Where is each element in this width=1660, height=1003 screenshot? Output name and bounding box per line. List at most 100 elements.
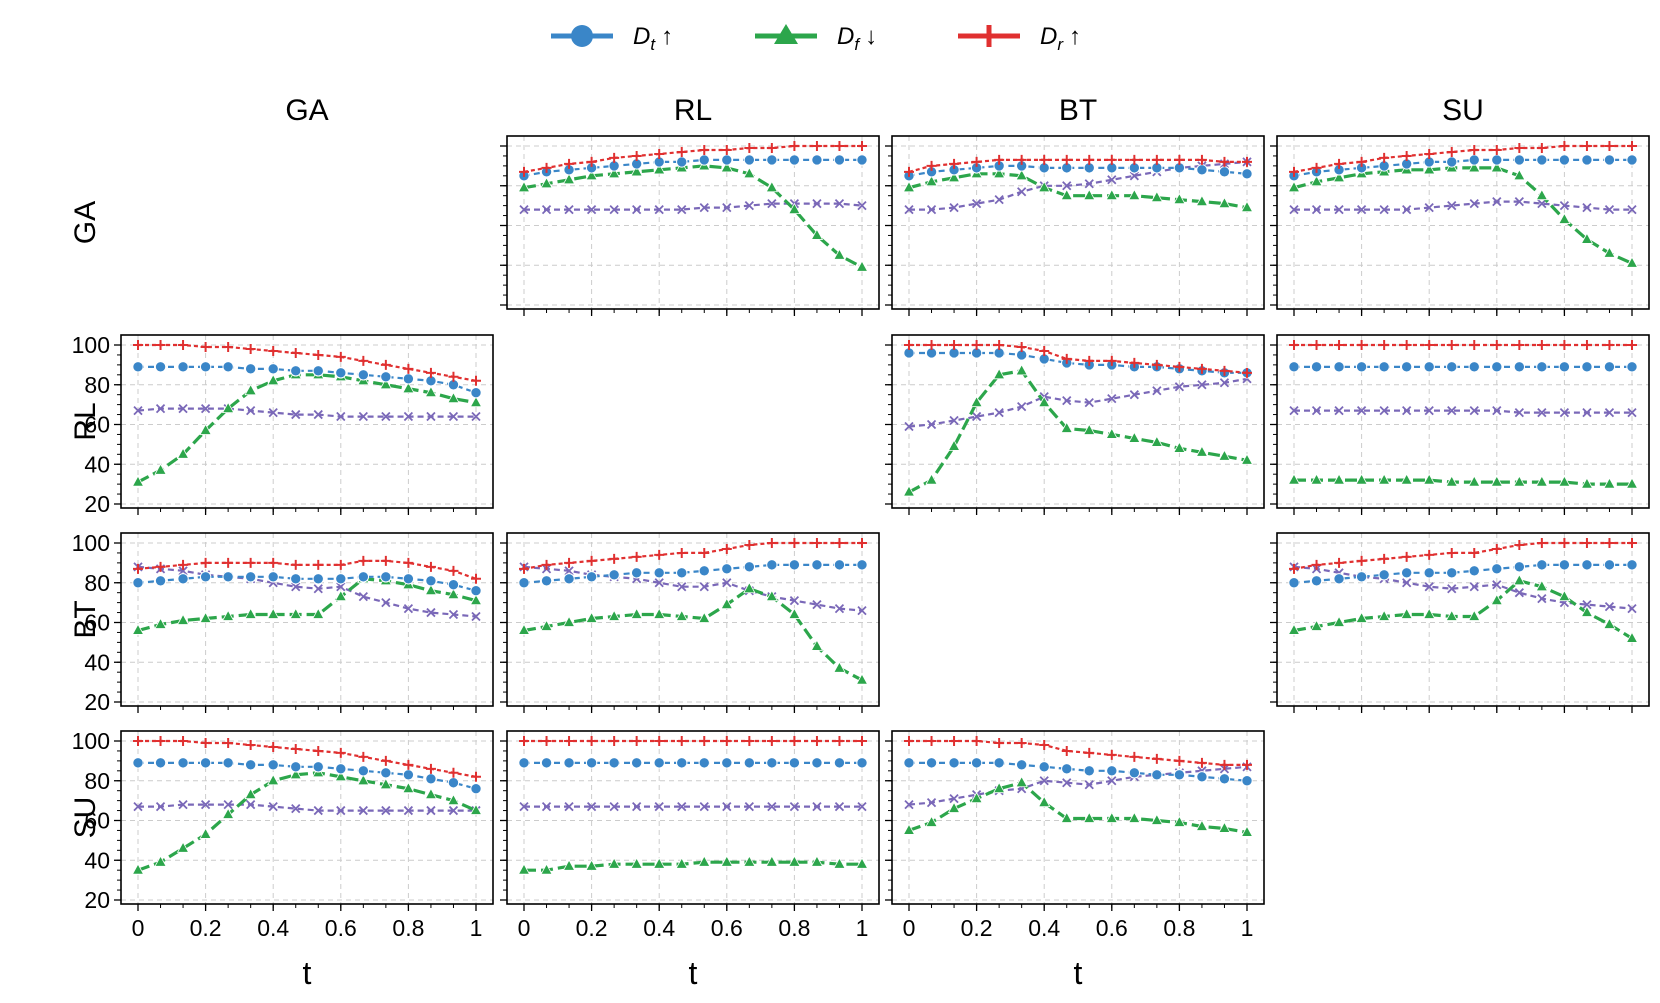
point-Dr bbox=[1174, 154, 1185, 165]
series-line-Dt bbox=[909, 351, 1247, 374]
point-Dr bbox=[1491, 144, 1502, 155]
point-Dt bbox=[357, 369, 370, 381]
point-Dr bbox=[564, 736, 575, 746]
series-Df bbox=[131, 765, 483, 875]
x-tick-label: 0.2 bbox=[576, 915, 608, 941]
point-Dt bbox=[563, 573, 575, 585]
point-Dt bbox=[1151, 769, 1163, 781]
point-Dt bbox=[540, 575, 553, 587]
point-Df bbox=[653, 857, 666, 869]
point-Dt bbox=[1446, 156, 1458, 168]
legend-label-arrow: ↑ bbox=[1069, 23, 1081, 50]
x-tick-label: 0.4 bbox=[257, 915, 289, 941]
series-line-X bbox=[909, 160, 1248, 211]
point-X bbox=[904, 204, 914, 215]
point-X bbox=[1627, 407, 1637, 418]
point-Dt bbox=[766, 559, 778, 571]
panel-ga-rl bbox=[500, 135, 880, 316]
ticks bbox=[885, 344, 1248, 515]
point-Dt bbox=[676, 757, 688, 769]
point-X bbox=[313, 805, 323, 816]
point-Dt bbox=[267, 363, 279, 375]
point-Df bbox=[540, 176, 553, 189]
point-Dt bbox=[833, 757, 846, 769]
panel-frame bbox=[120, 532, 494, 707]
point-X bbox=[1402, 578, 1412, 588]
point-Df bbox=[1218, 196, 1231, 209]
point-Dr bbox=[699, 736, 710, 746]
point-Dt bbox=[788, 154, 801, 166]
point-X bbox=[246, 799, 256, 810]
point-Df bbox=[1240, 825, 1254, 837]
point-X bbox=[1197, 380, 1207, 390]
series-Df bbox=[517, 855, 869, 875]
point-Df bbox=[630, 857, 643, 869]
point-Dr bbox=[676, 547, 687, 558]
point-Df bbox=[199, 423, 212, 435]
point-X bbox=[519, 204, 529, 215]
series-Dt bbox=[903, 347, 1253, 379]
point-Dt bbox=[312, 761, 324, 773]
point-X bbox=[1492, 580, 1502, 590]
point-Dr bbox=[178, 559, 189, 570]
point-Df bbox=[810, 855, 824, 867]
point-Df bbox=[1580, 477, 1594, 489]
point-Dr bbox=[949, 158, 960, 169]
series-X bbox=[1289, 562, 1637, 614]
point-Dt bbox=[833, 154, 846, 166]
point-Dt bbox=[470, 387, 482, 399]
point-Dt bbox=[1581, 154, 1593, 166]
point-X bbox=[426, 607, 436, 618]
ticks bbox=[1270, 344, 1633, 515]
y-tick-label: 40 bbox=[84, 847, 110, 873]
point-Dr bbox=[1424, 340, 1435, 350]
point-Dt bbox=[1288, 361, 1300, 373]
point-Dt bbox=[199, 571, 212, 583]
point-Df bbox=[1377, 473, 1391, 485]
point-Df bbox=[402, 781, 415, 794]
point-Dr bbox=[699, 144, 710, 155]
legend-label-base: D bbox=[837, 23, 854, 50]
series-line-X bbox=[1294, 200, 1632, 211]
column-label: GA bbox=[285, 94, 328, 127]
point-Dr bbox=[1604, 340, 1615, 350]
point-Df bbox=[607, 166, 621, 179]
point-Dt bbox=[177, 361, 189, 373]
point-Dr bbox=[1311, 162, 1322, 173]
point-Dt bbox=[1106, 765, 1118, 777]
column-labels: GA RL BT SU bbox=[285, 94, 1484, 127]
point-Df bbox=[1445, 609, 1458, 621]
point-Dt bbox=[721, 757, 733, 769]
point-Dr bbox=[1401, 340, 1412, 350]
point-X bbox=[381, 597, 391, 608]
point-Dt bbox=[856, 559, 868, 571]
point-Df bbox=[833, 857, 846, 869]
panel-frame bbox=[120, 334, 494, 509]
x-tick-label: 1 bbox=[1241, 915, 1254, 941]
point-Dt bbox=[1558, 559, 1571, 571]
point-Dt bbox=[585, 571, 598, 583]
point-Dt bbox=[676, 156, 688, 168]
point-Dr bbox=[631, 150, 642, 161]
point-Dt bbox=[811, 559, 823, 571]
point-Dr bbox=[358, 355, 369, 366]
point-Dr bbox=[133, 563, 143, 574]
point-Df bbox=[176, 447, 190, 459]
point-Dt bbox=[335, 573, 347, 585]
point-X bbox=[1424, 405, 1434, 416]
point-X bbox=[1604, 601, 1615, 612]
point-Dr bbox=[1196, 363, 1207, 374]
point-Dr bbox=[994, 154, 1005, 165]
x-tick-label: 0.2 bbox=[961, 915, 993, 941]
series-line-X bbox=[138, 803, 476, 812]
point-Dr bbox=[1289, 166, 1299, 177]
point-X bbox=[291, 409, 301, 420]
point-Dt bbox=[1038, 761, 1050, 773]
series-line-Df bbox=[137, 373, 477, 484]
point-X bbox=[812, 801, 822, 812]
point-Df bbox=[1625, 631, 1639, 643]
point-Dr bbox=[857, 538, 867, 548]
point-X bbox=[313, 409, 323, 420]
series-Dr bbox=[904, 340, 1252, 378]
point-X bbox=[767, 199, 777, 209]
